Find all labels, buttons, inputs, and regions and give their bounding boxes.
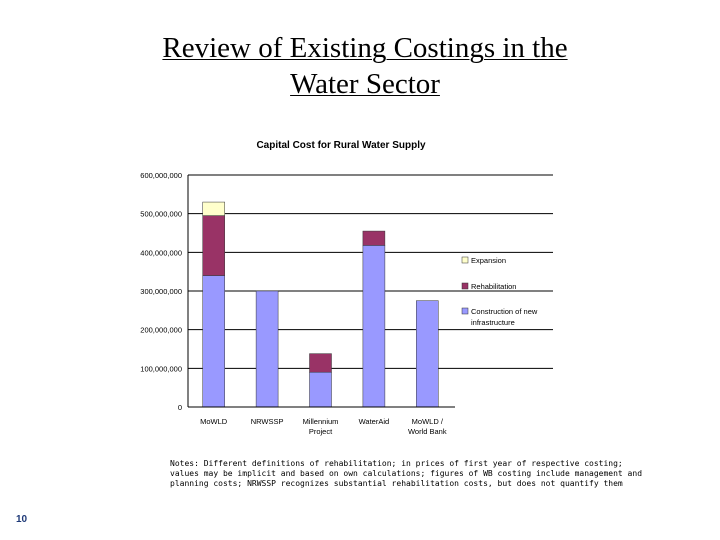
y-tick-label: 500,000,000 (140, 210, 182, 219)
bar-segment (416, 300, 439, 408)
y-tick-label: 400,000,000 (140, 248, 182, 257)
y-tick-label: 300,000,000 (140, 287, 182, 296)
legend-label: Construction of new infrastructure (471, 307, 538, 327)
bar-segment (309, 353, 332, 373)
legend-swatch (461, 282, 469, 290)
bar-segment (362, 230, 386, 246)
y-tick-label: 600,000,000 (140, 171, 182, 180)
y-tick-label: 100,000,000 (140, 364, 182, 373)
legend-label: Rehabilitation (471, 282, 516, 291)
bar-segment (255, 290, 279, 408)
slide-title: Review of Existing Costings in the Water… (0, 30, 720, 102)
bar-segment (202, 215, 225, 276)
chart-notes: Notes: Different definitions of rehabili… (170, 459, 643, 488)
y-tick-label: 200,000,000 (140, 326, 182, 335)
bar-segment (309, 371, 332, 408)
chart-title: Capital Cost for Rural Water Supply (256, 140, 426, 151)
x-tick-label: MoWLD / World Bank (408, 417, 447, 436)
legend-swatch (461, 307, 469, 315)
bar-segment (362, 245, 386, 408)
y-tick-label: 0 (178, 403, 182, 412)
x-tick-label: MoWLD (200, 417, 228, 426)
legend-label: Expansion (471, 256, 506, 265)
x-tick-label: WaterAid (359, 417, 390, 426)
page-number: 10 (16, 514, 28, 525)
legend-swatch (461, 256, 469, 264)
slide-title-line-2: Water Sector (290, 68, 440, 100)
x-tick-label: Millennium Project (303, 417, 339, 436)
bar-segment (202, 201, 225, 216)
bar-segment (202, 275, 225, 408)
slide-title-line-1: Review of Existing Costings in the (162, 32, 568, 64)
x-tick-label: NRWSSP (251, 417, 284, 426)
